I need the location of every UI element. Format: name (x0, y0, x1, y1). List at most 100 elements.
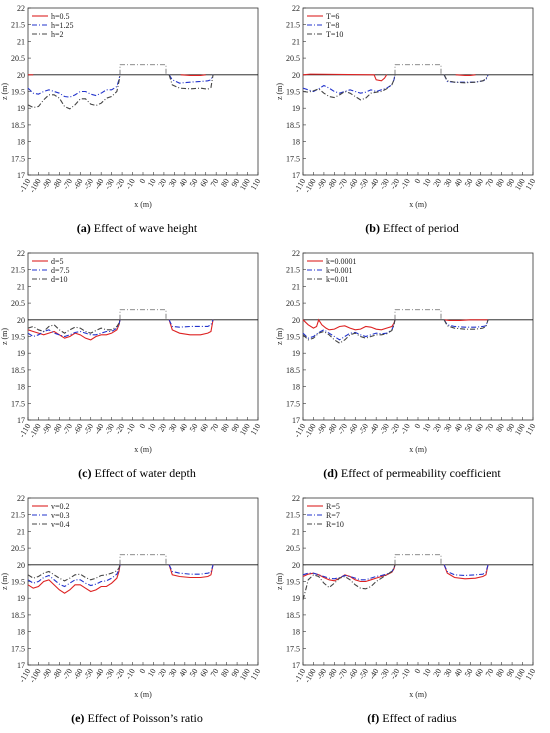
x-tick-label: 50 (463, 422, 475, 433)
y-tick-label: 21.5 (11, 511, 25, 520)
x-axis-label: x (m) (409, 200, 427, 209)
series-line-1-left (27, 564, 121, 594)
y-tick-label: 17.5 (11, 399, 25, 408)
x-tick-label: 40 (177, 177, 189, 188)
x-tick-label: 10 (421, 177, 433, 188)
y-tick-label: 19 (17, 594, 25, 603)
series-line-2-left (302, 564, 396, 581)
x-tick-label: 40 (452, 667, 464, 678)
series-line-1-right (443, 564, 489, 580)
y-axis-label: z (m) (275, 328, 284, 345)
y-tick-label: 20 (17, 71, 25, 80)
y-tick-label: 18.5 (286, 366, 300, 375)
x-tick-label: 70 (209, 422, 221, 433)
y-tick-label: 22 (17, 494, 25, 503)
panel-caption: (c) Effect of water depth (7, 466, 267, 481)
y-tick-label: 17.5 (11, 644, 25, 653)
panel-caption-text: Effect of Poisson’s ratio (87, 711, 203, 725)
series-line-2-right (443, 74, 489, 83)
panel-letter: (b) (365, 221, 380, 235)
x-tick-label: 30 (167, 177, 179, 188)
legend-label: R=7 (326, 511, 340, 520)
y-tick-label: 17.5 (286, 399, 300, 408)
x-axis-label: x (m) (409, 690, 427, 699)
x-tick-label: 70 (484, 667, 496, 678)
x-tick-label: -10 (399, 667, 412, 681)
x-tick-label: 40 (177, 667, 189, 678)
y-tick-label: 18 (292, 383, 300, 392)
y-tick-label: 21.5 (11, 266, 25, 275)
series-line-2-left (27, 319, 121, 338)
panel-caption: (e) Effect of Poisson’s ratio (7, 711, 267, 726)
x-tick-label: 40 (452, 422, 464, 433)
series-line-2-left (27, 564, 121, 588)
legend-label: v=0.3 (51, 511, 70, 520)
y-tick-label: 17.5 (11, 154, 25, 163)
panel-letter: (d) (323, 466, 338, 480)
x-tick-label: -10 (399, 177, 412, 191)
series-line-3-left (302, 74, 396, 101)
panel-caption: (d) Effect of permeability coefficient (282, 466, 542, 481)
y-tick-label: 18 (17, 628, 25, 637)
y-tick-label: 20.5 (286, 54, 300, 63)
legend-label: T=10 (326, 30, 343, 39)
panel-letter: (f) (367, 711, 380, 725)
legend-label: R=5 (326, 502, 340, 511)
series-line-1-right (180, 74, 206, 77)
x-tick-label: 60 (473, 667, 485, 678)
chart-panel-d: 1717.51818.51919.52020.52121.522-110-100… (275, 249, 537, 454)
series-line-3-right (168, 74, 214, 90)
y-tick-label: 20.5 (286, 299, 300, 308)
y-tick-label: 19 (17, 104, 25, 113)
legend-label: T=8 (326, 21, 339, 30)
legend-label: v=0.4 (51, 520, 70, 529)
x-tick-label: 90 (505, 177, 517, 188)
x-tick-label: 30 (442, 177, 454, 188)
y-tick-label: 19.5 (286, 88, 300, 97)
y-axis-label: z (m) (0, 573, 9, 590)
series-line-2-left (302, 74, 396, 94)
x-tick-label: 90 (230, 422, 242, 433)
y-tick-label: 21 (17, 282, 25, 291)
x-axis-label: x (m) (409, 445, 427, 454)
x-tick-label: 30 (167, 667, 179, 678)
y-tick-label: 21.5 (286, 21, 300, 30)
legend-label: h=1.25 (51, 21, 74, 30)
series-line-3-left (27, 74, 121, 110)
x-tick-label: -10 (124, 667, 137, 681)
y-tick-label: 19.5 (11, 333, 25, 342)
structure-outline (394, 309, 442, 320)
x-tick-label: 90 (505, 667, 517, 678)
x-tick-label: 20 (156, 177, 168, 188)
x-tick-label: -10 (124, 177, 137, 191)
x-tick-label: 40 (177, 422, 189, 433)
y-tick-label: 17 (292, 171, 300, 180)
series-line-1-left (302, 318, 396, 331)
y-tick-label: 22 (17, 249, 25, 258)
y-tick-label: 22 (292, 4, 300, 13)
x-tick-label: 80 (219, 422, 231, 433)
y-tick-label: 20 (292, 71, 300, 80)
x-tick-label: 10 (421, 422, 433, 433)
y-tick-label: 20 (292, 561, 300, 570)
y-tick-label: 18.5 (11, 366, 25, 375)
series-line-3-left (27, 319, 121, 334)
y-tick-label: 21 (17, 37, 25, 46)
x-tick-label: 50 (188, 422, 200, 433)
series-line-1-left (302, 73, 388, 82)
x-tick-label: 30 (442, 667, 454, 678)
legend-label: d=5 (51, 257, 64, 266)
series-line-1-left (27, 319, 121, 341)
x-tick-label: 80 (494, 177, 506, 188)
y-tick-label: 17.5 (286, 154, 300, 163)
y-axis-label: z (m) (275, 83, 284, 100)
plot-frame (302, 7, 534, 176)
legend-label: k=0.0001 (326, 257, 357, 266)
panel-letter: (e) (71, 711, 85, 725)
x-tick-label: 20 (431, 177, 443, 188)
plot-frame (302, 252, 534, 421)
y-tick-label: 17 (17, 661, 25, 670)
panel-caption-text: Effect of permeability coefficient (340, 466, 501, 480)
x-tick-label: 0 (413, 177, 423, 185)
